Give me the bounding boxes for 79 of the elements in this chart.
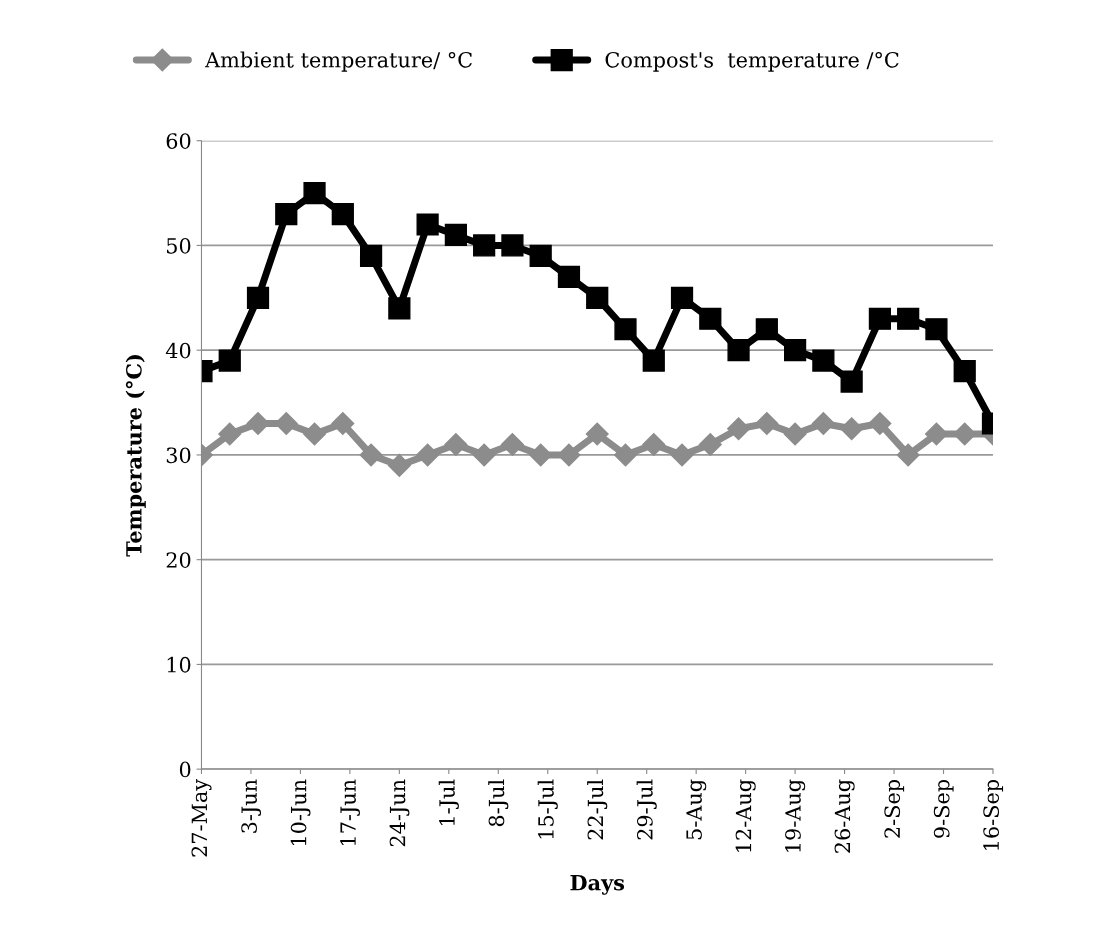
x-tick-label: 26-Aug (834, 779, 855, 853)
x-tick-label: 24-Jun (389, 779, 410, 847)
point (557, 443, 581, 467)
point (500, 432, 524, 456)
point (783, 422, 807, 446)
point (557, 265, 581, 288)
point (925, 318, 948, 341)
point (444, 223, 467, 247)
point (699, 307, 722, 330)
point (896, 443, 920, 467)
point (783, 339, 807, 362)
point (953, 422, 977, 446)
point (924, 422, 948, 446)
x-tick-label: 19-Aug (785, 779, 806, 852)
y-tick-label: 50 (167, 237, 191, 254)
point (218, 422, 242, 446)
point (359, 443, 383, 467)
point (642, 432, 666, 456)
point (670, 443, 694, 467)
y-tick-label: 40 (165, 342, 191, 359)
point (331, 412, 355, 436)
point (755, 318, 778, 341)
point (840, 417, 864, 441)
y-tick-label: 60 (166, 133, 191, 149)
point (953, 360, 976, 383)
point (303, 181, 326, 205)
point (246, 286, 270, 309)
point (840, 370, 863, 393)
x-tick-label: 17-Jun (340, 779, 360, 846)
y-tick-label: 20 (166, 552, 191, 568)
x-tick-label: 5-Aug (686, 779, 707, 840)
point (698, 432, 722, 456)
point (586, 286, 609, 309)
point (868, 307, 892, 330)
point (416, 443, 440, 467)
x-tick-label: 2-Sep (884, 779, 905, 838)
point (275, 202, 298, 226)
point (472, 443, 496, 467)
x-tick-label: 16-Sep (983, 779, 1004, 850)
point (670, 286, 694, 309)
point (727, 339, 750, 362)
x-tick-label: 10-Jun (290, 779, 311, 846)
y-axis-title: Temperature (°C) (125, 355, 146, 557)
point (868, 412, 892, 436)
point (388, 297, 411, 320)
point (444, 432, 468, 456)
point (585, 422, 609, 446)
x-tick-label: 15-Jul (537, 779, 558, 839)
point (727, 417, 751, 441)
point (811, 412, 835, 436)
point (529, 244, 552, 268)
point (897, 307, 920, 330)
point (416, 213, 439, 236)
y-tick-label: 10 (167, 656, 191, 673)
x-tick-label: 12-Aug (735, 779, 756, 852)
point (812, 349, 835, 372)
x-tick-label: 9-Sep (933, 779, 954, 838)
x-tick-label: 3-Jun (241, 779, 262, 833)
x-tick-label: 8-Jul (488, 779, 509, 827)
legend-label: Ambient temperature/ °C (204, 51, 472, 72)
point (614, 318, 637, 341)
point (218, 349, 241, 372)
x-tick-label: 29-Jul (636, 779, 657, 840)
point (303, 422, 327, 446)
y-tick-label: 0 (179, 761, 191, 778)
point (755, 412, 779, 436)
y-tick-label: 30 (166, 447, 191, 464)
x-tick-label: 1-Jul (438, 779, 459, 826)
x-tick-label: 22-Jul (587, 779, 608, 840)
point (501, 234, 524, 257)
x-tick-label: 27-May (191, 778, 212, 857)
point (613, 443, 637, 467)
point (359, 244, 383, 268)
x-axis-title: Days (570, 874, 625, 895)
point (642, 349, 665, 372)
point (387, 453, 411, 477)
point (331, 202, 354, 226)
legend-label: Compost's temperature /°C (605, 51, 899, 72)
point (473, 234, 496, 257)
